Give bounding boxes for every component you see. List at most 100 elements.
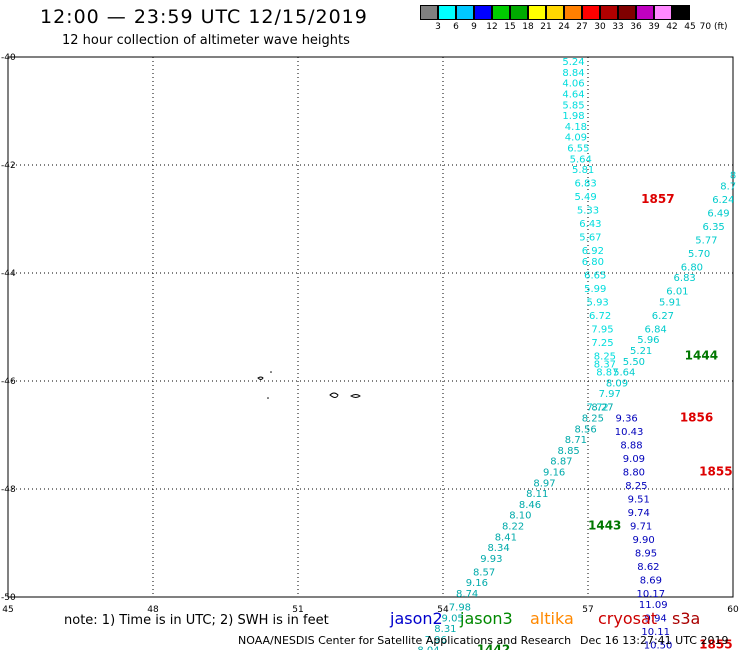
- legend-label: 3: [435, 22, 441, 32]
- wave-height-value: 6.80: [582, 257, 604, 268]
- wave-height-value: 9.93: [480, 554, 502, 565]
- wave-height-value: 8.87: [550, 457, 572, 468]
- lat-tick-label: -44: [1, 269, 16, 279]
- wave-height-value: 5.93: [587, 297, 609, 308]
- wave-height-value: 8.34: [487, 543, 509, 554]
- legend-label: 24: [558, 22, 570, 32]
- legend-label: 27: [576, 22, 588, 32]
- wave-height-value: 9.16: [466, 578, 488, 589]
- lon-tick-label: 51: [292, 605, 303, 615]
- wave-height-value: 6.92: [582, 246, 604, 257]
- wave-height-value: 8.11: [526, 489, 548, 500]
- legend-label: 42: [666, 22, 678, 32]
- lon-tick-label: 54: [437, 605, 449, 615]
- footer-timestamp: Dec 16 13:27:41 UTC 2019: [580, 634, 729, 647]
- wave-height-value: 10.50: [644, 640, 673, 650]
- legend-swatch: [564, 5, 582, 20]
- wave-height-value: 7.25: [591, 338, 613, 349]
- wave-height-value: 5.99: [584, 284, 606, 295]
- legend-label: 18: [522, 22, 534, 32]
- wave-height-value: 8.27: [591, 403, 613, 414]
- wave-height-value: 11.09: [639, 600, 668, 611]
- island-outline: [350, 394, 361, 398]
- wave-height-value: 10.17: [637, 589, 666, 600]
- wave-height-value: 9.09: [623, 454, 645, 465]
- wave-height-value: 8.41: [495, 532, 517, 543]
- wave-height-value: 8.09: [606, 378, 628, 389]
- legend-label: 70 (ft): [699, 22, 728, 32]
- wave-height-value: 9.16: [543, 468, 565, 479]
- lon-tick-label: 48: [147, 605, 159, 615]
- legend-swatch: [672, 5, 690, 20]
- wave-height-value: 8.7: [720, 181, 736, 192]
- wave-height-value: 5.21: [630, 346, 652, 357]
- wave-height-value: 6.65: [584, 270, 606, 281]
- legend-swatch: [618, 5, 636, 20]
- wave-height-value: 6.49: [707, 208, 729, 219]
- wave-height-value: 8.88: [620, 441, 642, 452]
- wave-height-value: 5.96: [637, 335, 659, 346]
- wave-height-value: 8.84: [562, 68, 584, 79]
- wave-height-value: 5.67: [579, 233, 601, 244]
- wave-height-value: 6.55: [567, 144, 589, 155]
- wave-height-value: 9.05: [442, 613, 464, 624]
- pass-time-label: 1444: [685, 348, 718, 362]
- wave-height-value: 10.11: [641, 627, 670, 638]
- wave-height-value: 5.77: [695, 235, 717, 246]
- satellite-name: cryosat: [598, 609, 658, 628]
- wave-height-value: 4.18: [565, 122, 587, 133]
- wave-height-value: 6.01: [666, 287, 688, 298]
- pass-time-label: 1855: [699, 465, 732, 479]
- wave-height-value: 8.57: [473, 567, 495, 578]
- wave-height-value: 4.09: [565, 133, 587, 144]
- wave-height-value: 8.74: [456, 589, 478, 600]
- lat-tick-label: -40: [1, 53, 16, 63]
- chart-subtitle: 12 hour collection of altimeter wave hei…: [62, 33, 350, 48]
- legend-swatch: [420, 5, 438, 20]
- legend-swatch: [528, 5, 546, 20]
- island-outline: [329, 392, 339, 398]
- lon-tick-label: 57: [582, 605, 593, 615]
- lon-tick-label: 60: [727, 605, 739, 615]
- satellite-name: jason2: [390, 609, 443, 628]
- wave-height-value: 8.25: [582, 414, 604, 425]
- wave-height-value: 5.85: [562, 100, 584, 111]
- wave-height-value: 1.98: [562, 111, 584, 122]
- wave-height-value: 7.95: [591, 324, 613, 335]
- wave-height-value: 4.06: [562, 79, 584, 90]
- wave-height-value: 5.70: [688, 249, 710, 260]
- pass-time-label: 1855: [699, 637, 732, 650]
- satellite-name: jason3: [460, 609, 513, 628]
- legend-label: 45: [684, 22, 696, 32]
- legend-label: 33: [612, 22, 624, 32]
- lon-tick-label: 45: [2, 605, 13, 615]
- island-outline: [257, 376, 264, 380]
- wave-height-value: 5.50: [623, 357, 645, 368]
- lat-tick-label: -46: [1, 377, 16, 387]
- wave-height-value: 6.35: [703, 222, 725, 233]
- legend-swatch: [510, 5, 528, 20]
- color-legend: [420, 5, 690, 20]
- pass-time-label: 1857: [641, 192, 674, 206]
- legend-label: 12: [486, 22, 498, 32]
- legend-swatch: [492, 5, 510, 20]
- lat-tick-label: -48: [1, 485, 16, 495]
- legend-label: 21: [540, 22, 552, 32]
- wave-height-value: 6.27: [652, 311, 674, 322]
- wave-height-value: 8.22: [502, 522, 524, 533]
- pass-time-label: 1442: [477, 643, 510, 650]
- wave-height-value: 8.85: [558, 446, 580, 457]
- wave-height-value: 6.84: [645, 324, 667, 335]
- legend-swatch: [654, 5, 672, 20]
- wave-height-value: 6.80: [681, 262, 703, 273]
- legend-label: 6: [453, 22, 459, 32]
- wave-height-value: 6.72: [589, 311, 611, 322]
- wave-height-value: 6.83: [674, 273, 696, 284]
- wave-height-value: 9.90: [632, 535, 654, 546]
- legend-label: 30: [594, 22, 606, 32]
- wave-height-value: 10.43: [615, 427, 644, 438]
- footer-agency: NOAA/NESDIS Center for Satellite Applica…: [238, 634, 572, 647]
- wave-height-value: 9.94: [645, 613, 667, 624]
- wave-height-value: 6.83: [574, 179, 596, 190]
- wave-height-value: 8.95: [635, 549, 657, 560]
